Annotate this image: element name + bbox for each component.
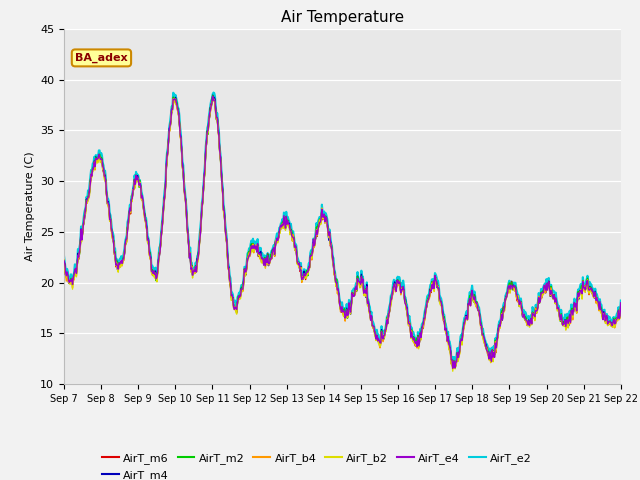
AirT_b4: [127, 199, 135, 205]
AirT_m4: [617, 302, 625, 308]
AirT_m6: [209, 94, 216, 99]
Y-axis label: Air Temperature (C): Air Temperature (C): [24, 152, 35, 261]
AirT_b2: [428, 288, 435, 294]
AirT_m6: [70, 275, 78, 281]
AirT_e2: [184, 229, 192, 235]
AirT_e2: [70, 270, 78, 276]
AirT_m2: [428, 285, 435, 291]
Line: AirT_m6: AirT_m6: [64, 96, 621, 368]
AirT_b4: [428, 286, 435, 291]
AirT_b4: [70, 277, 78, 283]
AirT_m6: [184, 234, 192, 240]
AirT_b4: [449, 366, 456, 372]
AirT_e4: [209, 93, 216, 99]
AirT_m6: [411, 342, 419, 348]
AirT_e2: [451, 361, 459, 367]
AirT_e2: [214, 122, 222, 128]
AirT_m4: [60, 259, 68, 265]
AirT_m6: [214, 128, 222, 133]
AirT_e2: [127, 193, 135, 199]
AirT_m6: [617, 300, 625, 306]
AirT_m4: [428, 288, 435, 293]
AirT_b2: [184, 234, 192, 240]
AirT_m6: [127, 200, 135, 205]
AirT_e4: [184, 231, 192, 237]
AirT_e4: [449, 365, 456, 371]
AirT_e2: [60, 253, 68, 259]
AirT_m4: [411, 340, 419, 346]
AirT_m2: [214, 127, 222, 133]
AirT_b2: [449, 368, 456, 374]
AirT_b4: [214, 128, 222, 133]
AirT_m2: [617, 302, 625, 308]
Line: AirT_m4: AirT_m4: [64, 95, 621, 368]
AirT_m2: [209, 93, 216, 98]
AirT_e4: [70, 272, 78, 277]
AirT_m4: [127, 198, 135, 204]
AirT_b2: [214, 128, 222, 133]
Line: AirT_m2: AirT_m2: [64, 96, 621, 365]
AirT_b2: [127, 198, 135, 204]
Line: AirT_b4: AirT_b4: [64, 99, 621, 369]
AirT_b2: [411, 339, 419, 345]
AirT_b2: [209, 96, 216, 101]
AirT_e4: [617, 300, 625, 306]
AirT_e2: [617, 298, 625, 303]
AirT_m6: [451, 365, 459, 371]
AirT_m2: [451, 362, 459, 368]
AirT_b4: [60, 263, 68, 268]
AirT_e4: [214, 128, 222, 133]
AirT_m4: [209, 92, 216, 98]
Text: BA_adex: BA_adex: [75, 53, 128, 63]
AirT_m2: [60, 259, 68, 264]
AirT_m6: [60, 261, 68, 267]
AirT_b4: [172, 96, 179, 102]
AirT_m2: [70, 274, 78, 279]
AirT_b2: [60, 257, 68, 263]
AirT_e4: [428, 288, 435, 294]
AirT_m2: [184, 230, 192, 236]
AirT_e4: [127, 197, 135, 203]
AirT_m4: [70, 274, 78, 279]
AirT_m4: [214, 127, 222, 132]
AirT_m6: [428, 289, 435, 295]
AirT_b2: [617, 301, 625, 307]
AirT_e2: [210, 90, 218, 96]
AirT_b4: [185, 242, 193, 248]
Line: AirT_e4: AirT_e4: [64, 96, 621, 368]
AirT_e2: [428, 281, 435, 287]
Legend: AirT_m6, AirT_m4, AirT_m2, AirT_b4, AirT_b2, AirT_e4, AirT_e2: AirT_m6, AirT_m4, AirT_m2, AirT_b4, AirT…: [97, 449, 536, 480]
AirT_m4: [451, 365, 459, 371]
Line: AirT_e2: AirT_e2: [64, 93, 621, 364]
AirT_b4: [411, 339, 419, 345]
AirT_m2: [411, 338, 419, 344]
AirT_e2: [411, 335, 419, 340]
Line: AirT_b2: AirT_b2: [64, 98, 621, 371]
AirT_m2: [127, 196, 135, 202]
AirT_b2: [70, 276, 78, 282]
AirT_m4: [184, 233, 192, 239]
AirT_e4: [60, 258, 68, 264]
Title: Air Temperature: Air Temperature: [281, 10, 404, 25]
AirT_b4: [617, 301, 625, 307]
AirT_e4: [411, 339, 419, 345]
